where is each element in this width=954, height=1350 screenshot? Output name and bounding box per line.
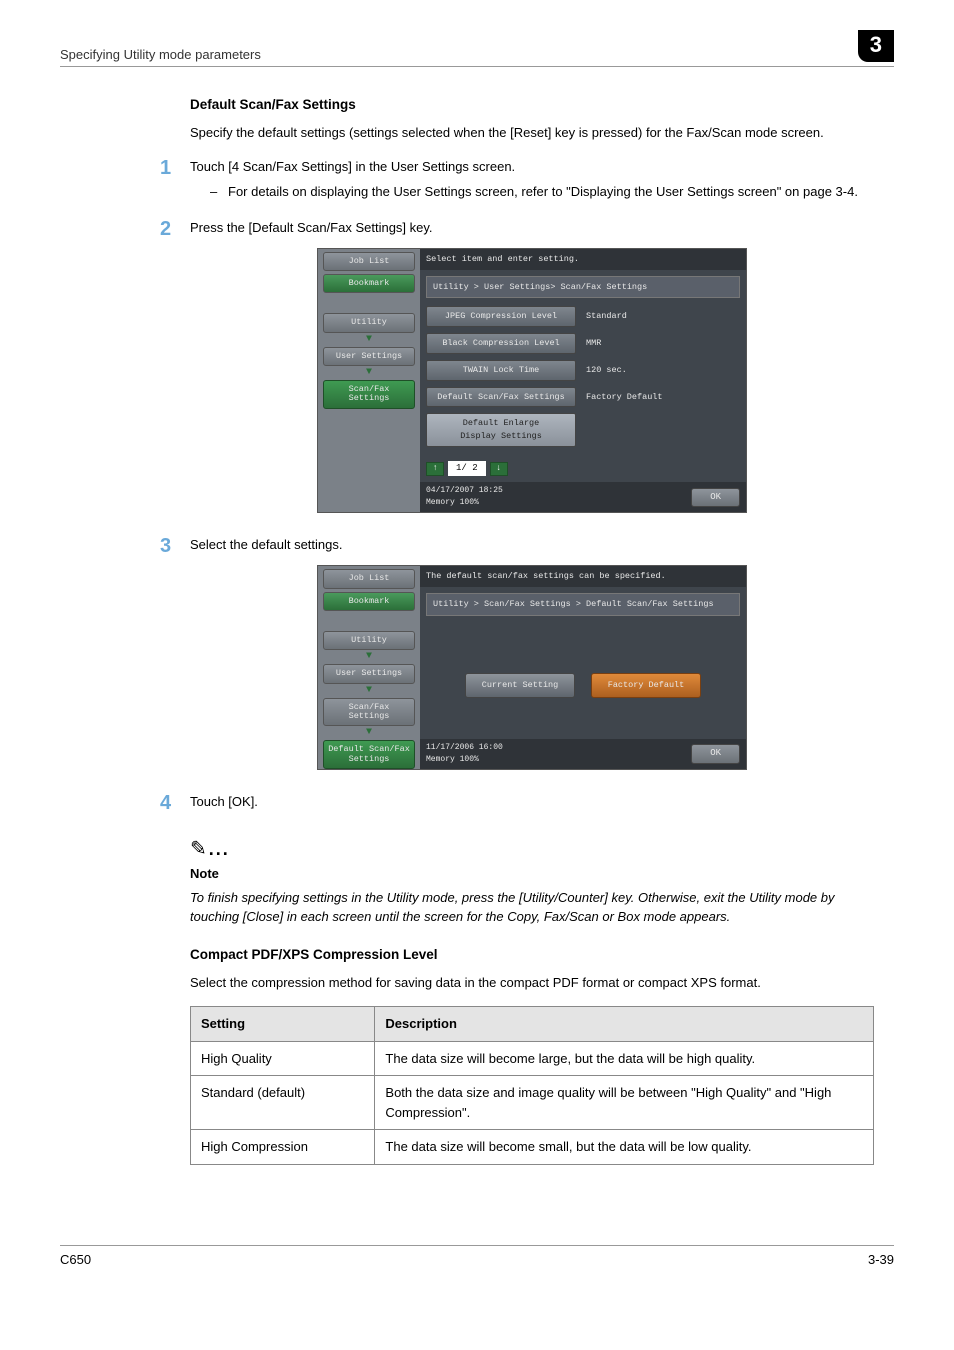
- note-label: Note: [190, 864, 874, 884]
- page-down-button[interactable]: ↓: [490, 462, 508, 476]
- step-text: Press the [Default Scan/Fax Settings] ke…: [190, 218, 874, 238]
- breadcrumb-user-settings[interactable]: User Settings: [323, 664, 415, 683]
- note-icon: ✎: [190, 834, 207, 864]
- description-cell: The data size will become large, but the…: [375, 1041, 874, 1076]
- device-screenshot-1: Job List Bookmark Utility ▼ User Setting…: [317, 248, 747, 514]
- table-row: Standard (default) Both the data size an…: [191, 1076, 874, 1130]
- jpeg-compression-button[interactable]: JPEG Compression Level: [426, 306, 576, 327]
- black-compression-value: MMR: [586, 337, 740, 350]
- breadcrumb-arrow-icon: ▼: [366, 653, 372, 661]
- default-enlarge-button[interactable]: Default Enlarge Display Settings: [426, 413, 576, 447]
- step-text: Touch [4 Scan/Fax Settings] in the User …: [190, 157, 874, 177]
- setting-cell: High Compression: [191, 1130, 375, 1165]
- step-number: 2: [160, 218, 190, 240]
- page-indicator: 1/ 2: [448, 461, 486, 477]
- step-text: Touch [OK].: [190, 792, 874, 812]
- breadcrumb-utility[interactable]: Utility: [323, 631, 415, 650]
- breadcrumb-default-scanfax[interactable]: Default Scan/Fax Settings: [323, 740, 415, 769]
- step-number: 1: [160, 157, 190, 179]
- step-text: Select the default settings.: [190, 535, 874, 555]
- table-header-setting: Setting: [191, 1007, 375, 1042]
- default-scanfax-value: Factory Default: [586, 391, 740, 404]
- ok-button[interactable]: OK: [691, 744, 740, 764]
- job-list-tab[interactable]: Job List: [323, 252, 415, 271]
- section-title: Compact PDF/XPS Compression Level: [190, 945, 874, 965]
- step-number: 4: [160, 792, 190, 814]
- timestamp: 04/17/2007 18:25: [426, 485, 503, 497]
- footer-page-number: 3-39: [868, 1252, 894, 1267]
- memory-status: Memory 100%: [426, 754, 503, 766]
- memory-status: Memory 100%: [426, 497, 503, 509]
- setting-cell: High Quality: [191, 1041, 375, 1076]
- table-header-description: Description: [375, 1007, 874, 1042]
- ok-button[interactable]: OK: [691, 488, 740, 508]
- bookmark-tab[interactable]: Bookmark: [323, 274, 415, 293]
- running-header: Specifying Utility mode parameters: [60, 47, 261, 62]
- description-cell: The data size will become small, but the…: [375, 1130, 874, 1165]
- job-list-tab[interactable]: Job List: [323, 569, 415, 588]
- breadcrumb-path: Utility > Scan/Fax Settings > Default Sc…: [426, 593, 740, 616]
- description-cell: Both the data size and image quality wil…: [375, 1076, 874, 1130]
- compression-table: Setting Description High Quality The dat…: [190, 1006, 874, 1165]
- breadcrumb-arrow-icon: ▼: [366, 729, 372, 737]
- setting-cell: Standard (default): [191, 1076, 375, 1130]
- breadcrumb-arrow-icon: ▼: [366, 687, 372, 695]
- section-intro: Specify the default settings (settings s…: [190, 123, 874, 143]
- breadcrumb-user-settings[interactable]: User Settings: [323, 347, 415, 366]
- sub-dash: –: [210, 182, 228, 202]
- screen-instruction: Select item and enter setting.: [420, 249, 746, 270]
- section-title: Default Scan/Fax Settings: [190, 95, 874, 115]
- note-text: To finish specifying settings in the Uti…: [190, 888, 874, 927]
- breadcrumb-scan-fax[interactable]: Scan/Fax Settings: [323, 698, 415, 727]
- bookmark-tab[interactable]: Bookmark: [323, 592, 415, 611]
- default-scanfax-button[interactable]: Default Scan/Fax Settings: [426, 387, 576, 408]
- timestamp: 11/17/2006 16:00: [426, 742, 503, 754]
- table-row: High Compression The data size will beco…: [191, 1130, 874, 1165]
- note-dots: ...: [209, 836, 230, 863]
- twain-lock-value: 120 sec.: [586, 364, 740, 377]
- twain-lock-button[interactable]: TWAIN Lock Time: [426, 360, 576, 381]
- device-screenshot-2: Job List Bookmark Utility ▼ User Setting…: [317, 565, 747, 770]
- black-compression-button[interactable]: Black Compression Level: [426, 333, 576, 354]
- breadcrumb-arrow-icon: ▼: [366, 336, 372, 344]
- screen-instruction: The default scan/fax settings can be spe…: [420, 566, 746, 587]
- page-up-button[interactable]: ↑: [426, 462, 444, 476]
- breadcrumb-scan-fax[interactable]: Scan/Fax Settings: [323, 380, 415, 409]
- step-number: 3: [160, 535, 190, 557]
- section-intro: Select the compression method for saving…: [190, 973, 874, 993]
- breadcrumb-arrow-icon: ▼: [366, 369, 372, 377]
- table-row: High Quality The data size will become l…: [191, 1041, 874, 1076]
- breadcrumb-utility[interactable]: Utility: [323, 313, 415, 332]
- step-subtext: For details on displaying the User Setti…: [228, 182, 858, 202]
- factory-default-button[interactable]: Factory Default: [591, 673, 701, 698]
- current-setting-button[interactable]: Current Setting: [465, 673, 575, 698]
- chapter-number-badge: 3: [858, 30, 894, 62]
- jpeg-compression-value: Standard: [586, 310, 740, 323]
- breadcrumb-path: Utility > User Settings> Scan/Fax Settin…: [426, 276, 740, 299]
- footer-model: C650: [60, 1252, 91, 1267]
